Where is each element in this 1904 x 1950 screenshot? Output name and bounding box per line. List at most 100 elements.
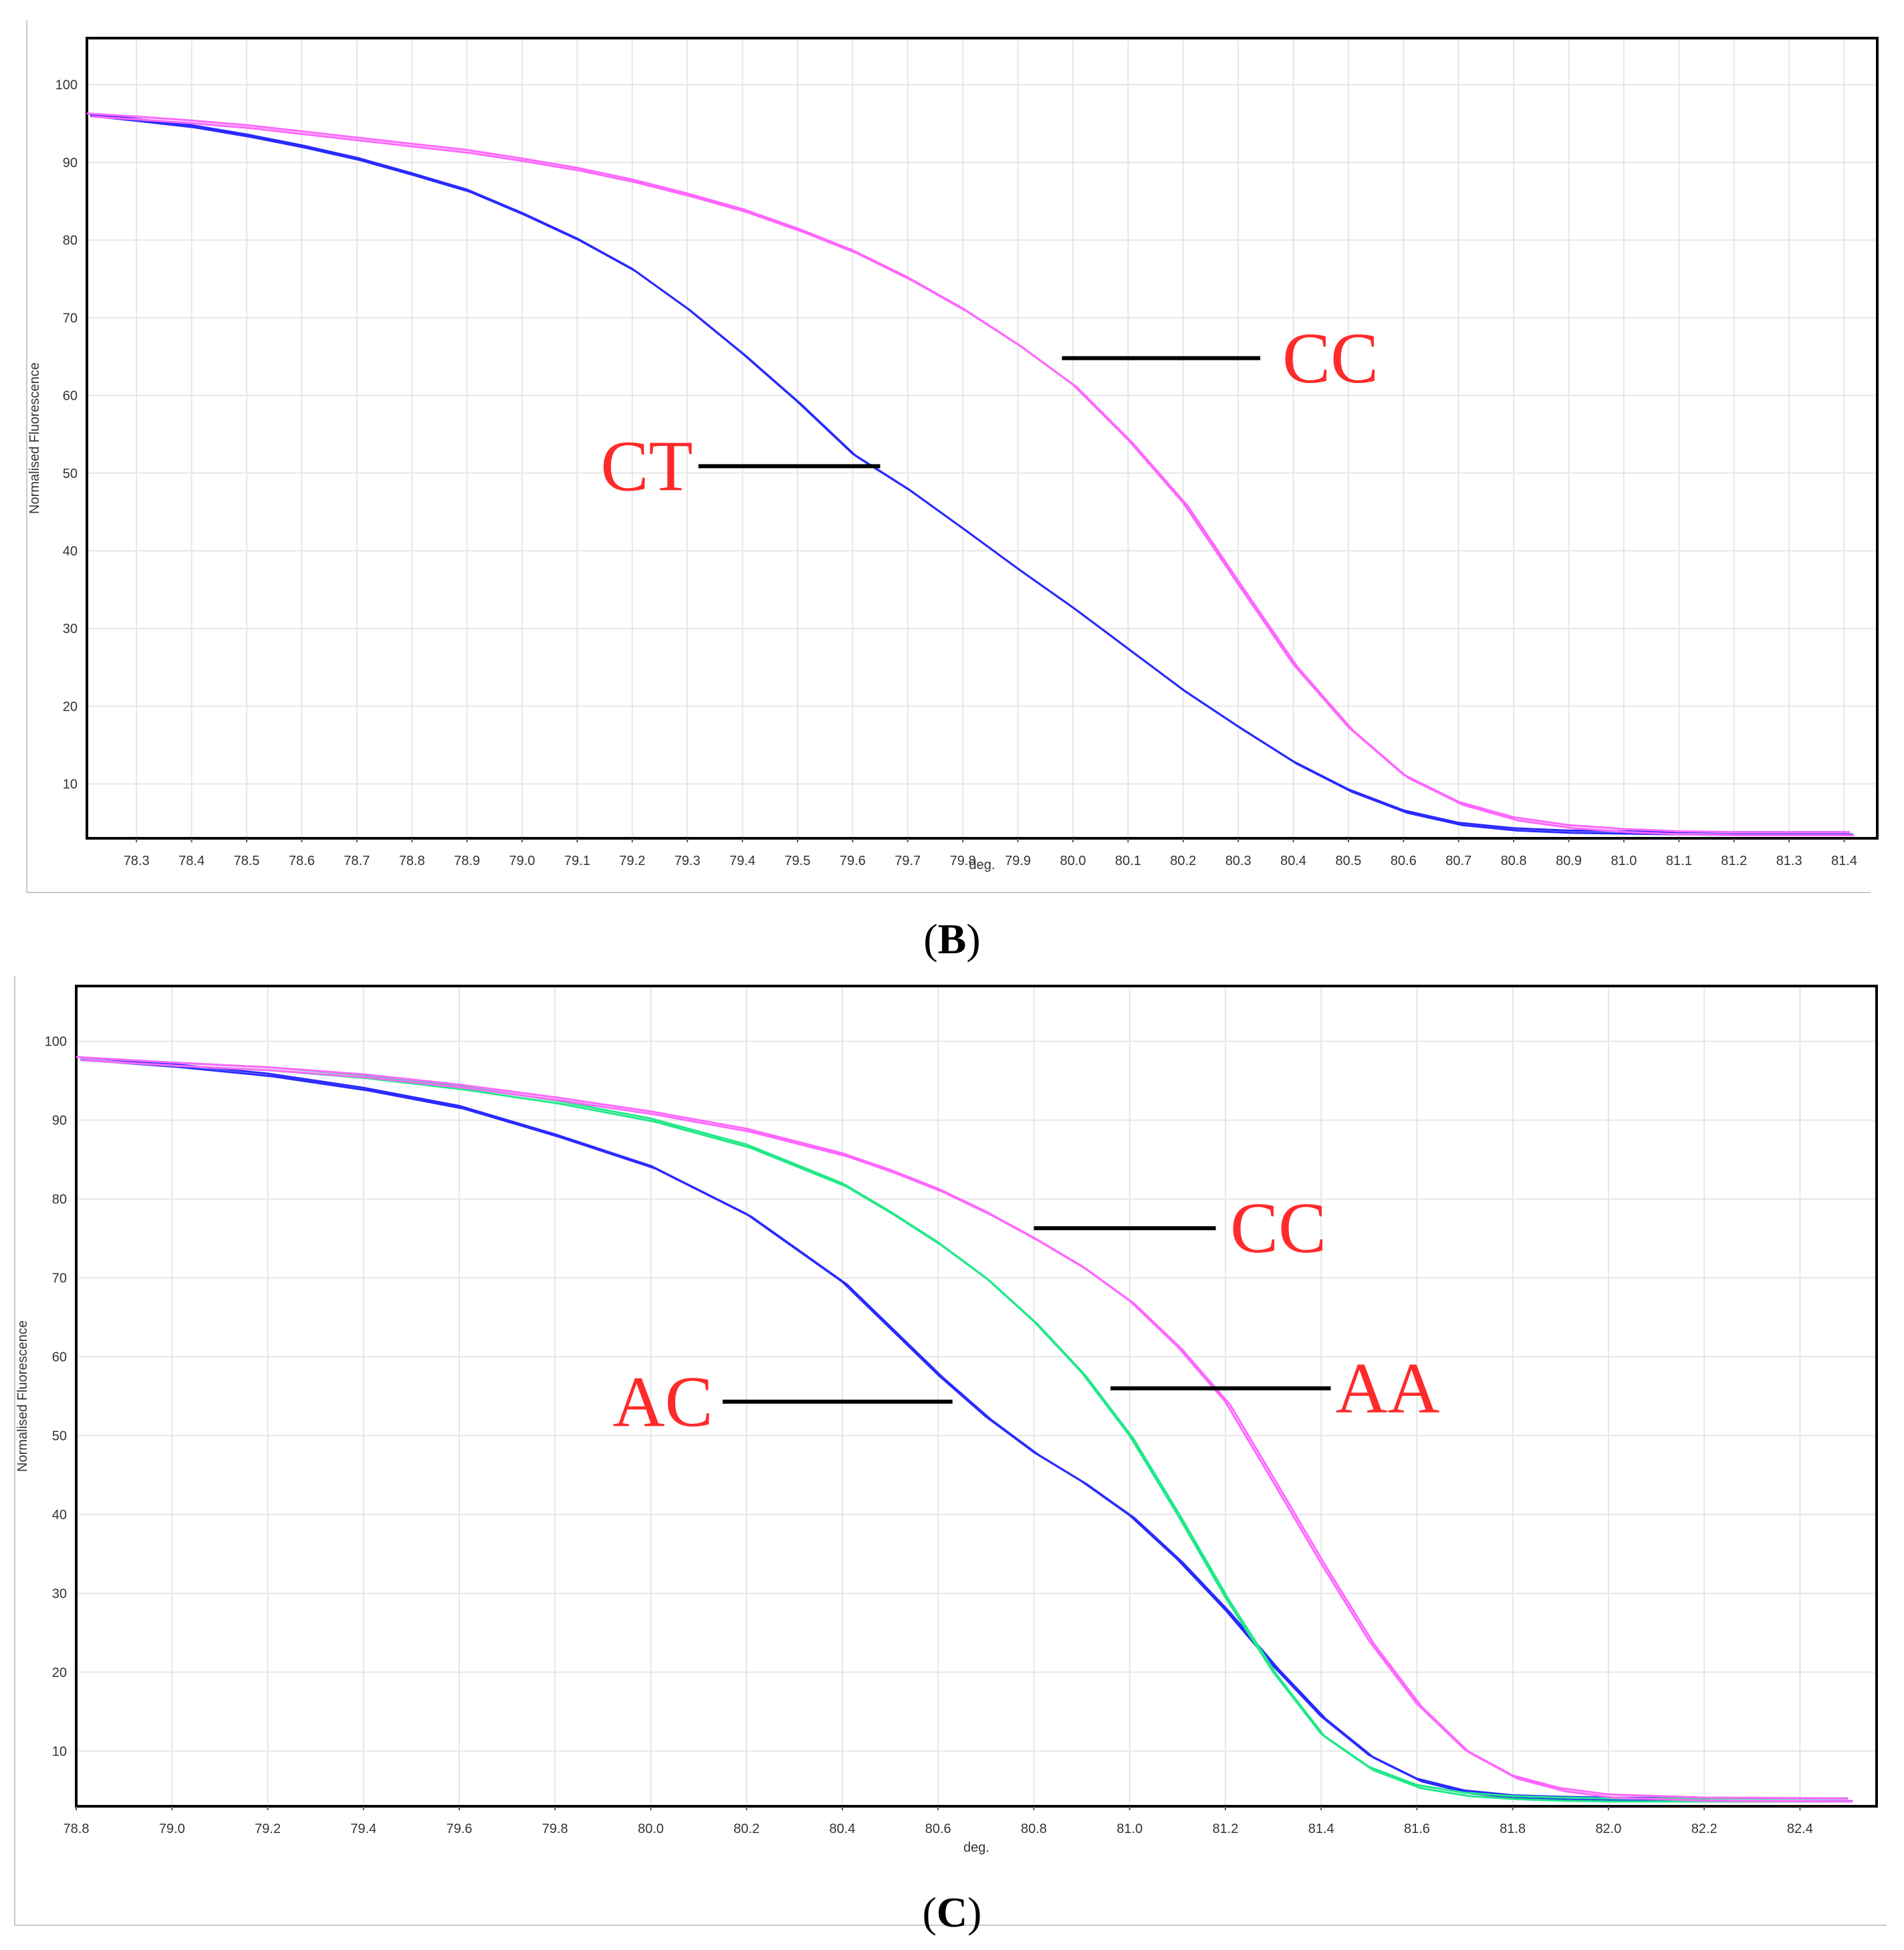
y-tick-label: 100 xyxy=(55,78,78,93)
x-tick-label: 79.1 xyxy=(564,854,590,868)
x-tick-label: 79.0 xyxy=(509,854,535,868)
x-tick-label: 81.4 xyxy=(1308,1822,1334,1836)
panel-caption-c: (C) xyxy=(0,1888,1904,1937)
grid-lines xyxy=(76,986,1877,1806)
y-tick-label: 70 xyxy=(63,311,78,326)
x-tick-label: 80.4 xyxy=(829,1822,855,1836)
y-tick-label: 30 xyxy=(52,1586,67,1601)
annotation-aa: AA xyxy=(1110,1349,1440,1429)
y-tick-label: 80 xyxy=(63,233,78,248)
y-tick-label: 20 xyxy=(52,1665,67,1680)
panel-caption-b: (B) xyxy=(0,915,1904,964)
x-tick-label: 79.0 xyxy=(159,1822,185,1836)
annotation-label: AC xyxy=(613,1362,713,1442)
x-tick-label: 81.6 xyxy=(1404,1822,1430,1836)
y-tick-label: 10 xyxy=(52,1744,67,1759)
x-tick-label: 80.5 xyxy=(1335,854,1361,868)
x-tick-label: 81.0 xyxy=(1611,854,1637,868)
x-tick-label: 78.4 xyxy=(178,854,205,868)
caption-open-paren: ( xyxy=(922,1888,937,1936)
x-tick-label: 82.2 xyxy=(1691,1822,1717,1836)
x-tick-label: 79.7 xyxy=(895,854,921,868)
melt-curve-chart-b: 78.3 78.4 78.5 78.6 78.7 78.8 78.9 79.0 79.1 79.2… xyxy=(26,20,1879,893)
series-cc xyxy=(76,1056,1853,1803)
x-tick-label: 81.4 xyxy=(1831,854,1857,868)
y-tick-label: 30 xyxy=(63,622,78,636)
x-tick-label: 79.6 xyxy=(447,1822,473,1836)
x-tick-label: 80.1 xyxy=(1115,854,1141,868)
y-tick-label: 90 xyxy=(63,156,78,170)
series-ct xyxy=(86,112,1853,836)
caption-letter: B xyxy=(937,915,967,963)
series-line-ac-replicate xyxy=(81,1058,1853,1802)
annotation-ct: CT xyxy=(600,426,880,506)
annotation-cc: CC xyxy=(1062,319,1379,398)
x-tick-label: 79.2 xyxy=(619,854,645,868)
y-tick-label: 40 xyxy=(63,544,78,559)
series-line-aa xyxy=(76,1056,1848,1800)
y-tick-label: 20 xyxy=(63,699,78,714)
x-tick-label: 79.3 xyxy=(675,854,701,868)
x-tick-label: 81.2 xyxy=(1212,1822,1238,1836)
x-tick-label: 80.3 xyxy=(1225,854,1252,868)
y-tick-label: 60 xyxy=(63,389,78,404)
annotation-cc: CC xyxy=(1034,1189,1326,1268)
series-line-ct-replicate xyxy=(90,114,1853,836)
x-tick-label: 79.8 xyxy=(542,1822,568,1836)
x-tick-label: 80.8 xyxy=(1501,854,1527,868)
y-tick-label: 90 xyxy=(52,1114,67,1128)
plot-frame xyxy=(75,985,1878,1808)
chart-panel-c: 78.8 79.0 79.2 79.4 79.6 79.8 80.0 80.2 80.4 80.6… xyxy=(0,976,1904,1945)
x-axis-label: deg. xyxy=(969,858,995,872)
x-tick-label: 78.6 xyxy=(289,854,315,868)
y-tick-label: 80 xyxy=(52,1193,67,1207)
caption-letter: C xyxy=(936,1888,968,1936)
x-tick-label: 79.6 xyxy=(840,854,866,868)
series-aa xyxy=(76,1056,1852,1803)
x-tick-label: 80.9 xyxy=(1556,854,1582,868)
melt-curve-chart-c: 78.8 79.0 79.2 79.4 79.6 79.8 80.0 80.2 80.4 80.6… xyxy=(14,976,1887,1926)
series-line-ac xyxy=(76,1056,1848,1800)
x-tick-label: 78.9 xyxy=(454,854,480,868)
x-tick-label: 82.4 xyxy=(1787,1822,1813,1836)
annotation-label: CC xyxy=(1282,319,1379,398)
x-tick-label: 80.2 xyxy=(733,1822,759,1836)
x-tick-label: 80.2 xyxy=(1170,854,1196,868)
x-tick-label: 80.6 xyxy=(925,1822,951,1836)
x-tick-label: 78.8 xyxy=(64,1822,90,1836)
x-tick-label: 80.0 xyxy=(1060,854,1086,868)
x-tick-label: 81.8 xyxy=(1500,1822,1526,1836)
series-line-cc xyxy=(76,1056,1849,1800)
series-line-cc-replicate xyxy=(91,115,1855,836)
x-tick-label: 81.1 xyxy=(1666,854,1692,868)
x-tick-label: 78.8 xyxy=(399,854,425,868)
series-ac xyxy=(76,1056,1853,1802)
plot-frame xyxy=(86,37,1879,840)
y-tick-label: 70 xyxy=(52,1271,67,1286)
annotation-ac: AC xyxy=(613,1362,953,1442)
annotation-label: AA xyxy=(1336,1349,1440,1429)
x-tick-label: 82.0 xyxy=(1595,1822,1621,1836)
x-tick-label: 79.2 xyxy=(255,1822,281,1836)
y-axis-label: Normalised Fluorescence xyxy=(27,362,42,514)
annotation-label: CT xyxy=(600,426,693,506)
chart-panel-b: 78.3 78.4 78.5 78.6 78.7 78.8 78.9 79.0 79.1 79.2… xyxy=(0,0,1904,909)
series-cc xyxy=(86,112,1855,836)
x-tick-label: 79.4 xyxy=(350,1822,376,1836)
caption-open-paren: ( xyxy=(923,915,938,963)
x-tick-label: 78.5 xyxy=(233,854,259,868)
x-tick-label: 81.2 xyxy=(1721,854,1747,868)
y-axis-label: Normalised Fluorescence xyxy=(15,1320,30,1472)
series-line-cc-replicate xyxy=(81,1059,1853,1803)
y-tick-label: 50 xyxy=(63,467,78,481)
y-tick-label: 40 xyxy=(52,1507,67,1522)
x-tick-label: 78.3 xyxy=(124,854,150,868)
x-tick-label: 79.9 xyxy=(1005,854,1031,868)
y-tick-label: 50 xyxy=(52,1429,67,1443)
series-line-aa-replicate xyxy=(80,1059,1852,1803)
grid-lines xyxy=(87,38,1877,838)
x-tick-label: 80.7 xyxy=(1445,854,1471,868)
x-tick-label: 80.6 xyxy=(1391,854,1417,868)
x-axis-label: deg. xyxy=(963,1840,989,1855)
y-tick-label: 10 xyxy=(63,777,78,792)
